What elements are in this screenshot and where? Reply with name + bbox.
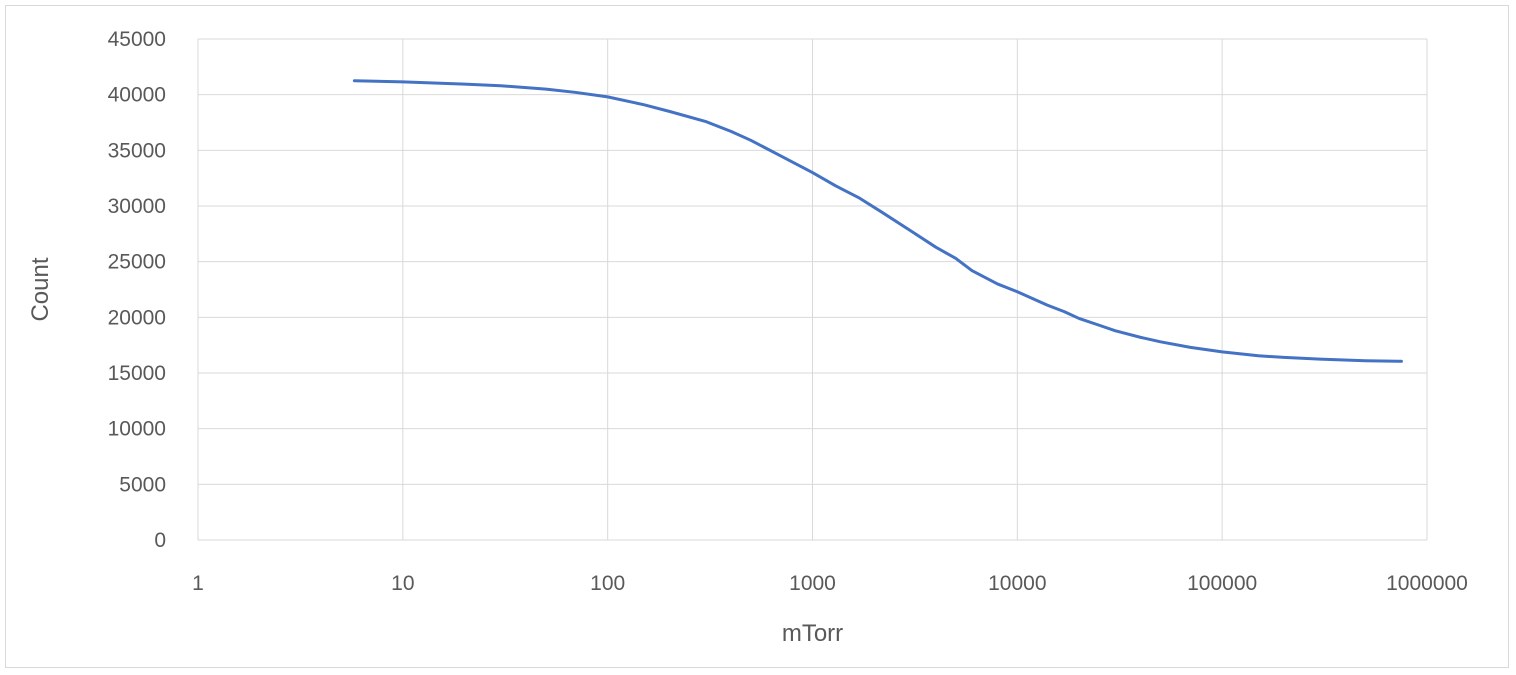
y-tick-label: 5000 (119, 473, 166, 496)
x-tick-label: 1000000 (1386, 572, 1468, 595)
y-tick-label: 45000 (108, 28, 166, 51)
x-tick-label: 1 (192, 572, 204, 595)
chart-frame (5, 5, 1509, 668)
x-tick-label: 10 (391, 572, 414, 595)
y-tick-label: 15000 (108, 362, 166, 385)
x-tick-label: 1000 (789, 572, 836, 595)
tick-labels: 0 5000 10000 15000 20000 25000 30000 35000 40000… (108, 28, 1468, 595)
grid-lines (197, 38, 1428, 541)
y-tick-label: 35000 (108, 139, 166, 162)
y-tick-label: 40000 (108, 84, 166, 107)
y-tick-label: 0 (154, 529, 166, 552)
x-axis-title: mTorr (782, 620, 843, 647)
x-tick-label: 100 (590, 572, 625, 595)
y-tick-label: 25000 (108, 251, 166, 274)
y-tick-label: 10000 (108, 418, 166, 441)
x-tick-label: 10000 (988, 572, 1046, 595)
x-tick-label: 100000 (1187, 572, 1257, 595)
y-axis-title: Count (27, 257, 54, 321)
y-tick-label: 30000 (108, 195, 166, 218)
y-tick-label: 20000 (108, 306, 166, 329)
series-layer (352, 79, 1403, 363)
series-line (352, 79, 1403, 363)
